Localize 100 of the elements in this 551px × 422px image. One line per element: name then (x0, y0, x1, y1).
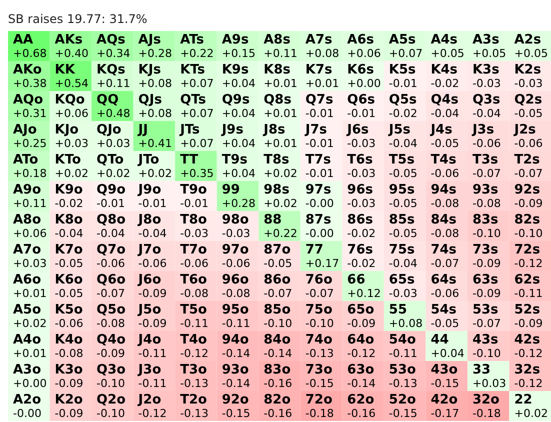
data-label: -0.01 (305, 166, 334, 180)
data-label: -0.06 (96, 256, 126, 270)
data-label: -0.10 (96, 406, 126, 420)
data-label: -0.10 (264, 316, 292, 330)
annotation: T2s (514, 152, 540, 168)
data-label: +0.40 (54, 46, 88, 60)
data-label: -0.05 (430, 316, 460, 330)
data-label: -0.03 (347, 136, 376, 150)
data-label: -0.04 (54, 226, 84, 240)
data-label: -0.03 (180, 226, 209, 240)
annotation: Q5o (96, 302, 126, 318)
annotation: T3o (180, 362, 207, 378)
data-label: +0.00 (13, 376, 47, 390)
data-label: +0.04 (222, 106, 256, 120)
data-label: -0.05 (54, 256, 84, 270)
annotation: T5s (388, 152, 415, 168)
data-label: -0.18 (305, 406, 334, 420)
annotation: J2s (513, 122, 536, 138)
annotation: 82o (264, 392, 291, 408)
annotation: K2s (514, 62, 542, 78)
annotation: 83s (472, 212, 499, 228)
data-label: -0.00 (13, 406, 42, 420)
annotation: A7s (305, 32, 332, 48)
annotation: K7s (305, 62, 333, 78)
annotation: A6s (347, 32, 374, 48)
annotation: AJo (13, 122, 37, 138)
annotation: 75s (388, 242, 416, 258)
annotation: A2s (514, 32, 542, 48)
data-label: -0.00 (305, 196, 334, 210)
data-label: -0.00 (305, 226, 334, 240)
data-label: +0.41 (138, 136, 172, 150)
data-label: -0.09 (54, 376, 84, 390)
data-label: -0.12 (347, 346, 376, 360)
data-label: -0.04 (388, 136, 418, 150)
annotation: J7s (304, 122, 328, 138)
annotation: J7o (137, 242, 162, 258)
data-label: -0.01 (96, 196, 126, 210)
annotation: K4o (54, 332, 83, 348)
annotation: K3s (472, 62, 500, 78)
annotation: 73s (472, 242, 499, 258)
data-label: -0.10 (96, 376, 126, 390)
data-label: +0.04 (222, 166, 256, 180)
annotation: K3o (54, 362, 83, 378)
annotation: QJs (138, 92, 162, 108)
data-label: -0.09 (514, 196, 543, 210)
data-label: -0.08 (430, 226, 460, 240)
data-label: -0.04 (388, 256, 418, 270)
data-label: -0.03 (388, 286, 418, 300)
annotation: 94s (430, 182, 457, 198)
data-label: -0.06 (514, 136, 543, 150)
annotation: QJo (96, 122, 122, 138)
data-label: -0.05 (54, 286, 84, 300)
data-label: -0.01 (180, 196, 209, 210)
data-label: -0.14 (222, 346, 250, 360)
annotation: 55 (388, 302, 408, 318)
data-label: -0.06 (472, 136, 501, 150)
data-label: +0.07 (180, 106, 214, 120)
annotation: 53s (472, 302, 499, 318)
data-label: -0.07 (472, 316, 501, 330)
annotation: 53o (388, 362, 416, 378)
data-label: +0.03 (96, 136, 130, 150)
data-label: -0.06 (180, 256, 209, 270)
annotation: T6s (347, 152, 374, 168)
data-label: -0.10 (305, 316, 334, 330)
annotation: J6o (137, 272, 162, 288)
data-label: -0.04 (472, 106, 501, 120)
annotation: 43s (472, 332, 499, 348)
annotation: 84s (430, 212, 457, 228)
annotation: 95o (222, 302, 249, 318)
annotation: KQo (54, 92, 85, 108)
data-label: +0.02 (13, 316, 47, 330)
annotation: A9s (222, 32, 249, 48)
data-label: -0.07 (96, 286, 126, 300)
data-label: -0.12 (138, 406, 167, 420)
annotation: T7s (305, 152, 332, 168)
annotation: JTo (137, 152, 160, 168)
data-label: -0.13 (180, 376, 209, 390)
data-label: -0.06 (222, 256, 250, 270)
data-label: +0.08 (305, 46, 340, 60)
data-label: +0.06 (13, 226, 47, 240)
annotation: K9o (54, 182, 83, 198)
annotation: JJ (137, 122, 148, 138)
data-label: -0.12 (514, 376, 543, 390)
annotation: ATo (13, 152, 38, 168)
annotation: A4o (13, 332, 42, 348)
annotation: 64o (347, 332, 374, 348)
data-label: -0.02 (347, 256, 376, 270)
annotation: 74s (430, 242, 457, 258)
annotation: 64s (430, 272, 457, 288)
data-label: -0.04 (138, 226, 167, 240)
data-label: -0.04 (96, 226, 126, 240)
data-label: -0.16 (264, 376, 292, 390)
data-label: +0.02 (54, 166, 88, 180)
data-label: +0.06 (347, 46, 381, 60)
annotation: K6s (347, 62, 374, 78)
annotation: 96o (222, 272, 249, 288)
data-label: -0.09 (472, 286, 501, 300)
data-label: +0.01 (13, 346, 47, 360)
annotation: A5o (13, 302, 42, 318)
data-label: -0.07 (305, 286, 334, 300)
